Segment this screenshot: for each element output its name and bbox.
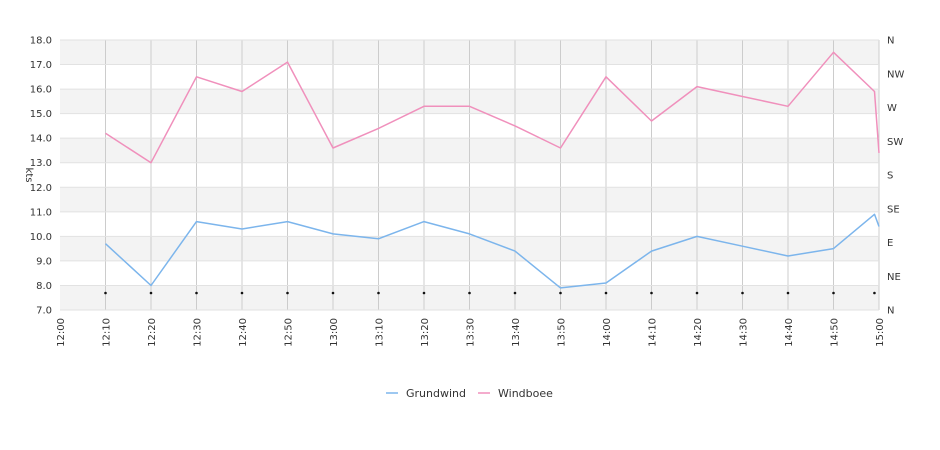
x-axis-ticks: 12:00 12:10 12:20 12:30 12:40 12:50 13:00 13:10… <box>56 318 886 347</box>
x-tick-label: 14:00 <box>602 318 613 347</box>
y-tick-label: 11.0 <box>30 207 52 218</box>
y-axis-ticks: 7.0 8.0 9.0 10.0 11.0 12.0 13.0 14.0 15.0 16.0 17.… <box>30 36 52 317</box>
x-tick-label: 14:30 <box>739 318 750 347</box>
direction-marker <box>873 291 876 295</box>
direction-marker <box>240 291 244 295</box>
direction-marker <box>786 291 790 295</box>
direction-tick-label: W <box>887 103 897 114</box>
direction-marker <box>513 291 517 295</box>
x-tick-label: 14:20 <box>693 318 704 347</box>
x-tick-label: 14:50 <box>830 318 841 347</box>
x-tick-label: 12:20 <box>147 318 158 347</box>
y-tick-label: 9.0 <box>36 256 52 267</box>
x-tick-label: 13:00 <box>329 318 340 347</box>
direction-marker <box>468 291 471 295</box>
direction-marker <box>422 291 426 295</box>
y-tick-label: 18.0 <box>30 36 52 47</box>
y-tick-label: 16.0 <box>30 85 52 96</box>
direction-tick-label: E <box>887 238 893 249</box>
direction-marker <box>695 291 699 295</box>
x-tick-label: 13:10 <box>375 318 386 347</box>
series-lines <box>104 51 880 289</box>
direction-tick-label: NW <box>887 69 904 80</box>
direction-marker <box>286 291 289 295</box>
y-axis-label: kts <box>23 168 34 183</box>
direction-marker <box>377 291 380 295</box>
y-tick-label: 14.0 <box>30 134 52 145</box>
legend: Grundwind Windboee <box>386 387 553 400</box>
x-tick-label: 13:20 <box>420 318 431 347</box>
direction-markers <box>104 291 876 295</box>
horizontal-gridlines <box>60 39 879 311</box>
direction-marker <box>650 291 653 295</box>
x-tick-label: 12:50 <box>284 318 295 347</box>
y-tick-label: 7.0 <box>36 306 52 317</box>
x-tick-label: 12:00 <box>56 318 67 347</box>
y-tick-label: 15.0 <box>30 109 52 120</box>
direction-marker <box>331 291 335 295</box>
direction-tick-label: S <box>887 171 893 182</box>
x-tick-label: 14:40 <box>784 318 795 347</box>
x-tick-label: 14:10 <box>648 318 659 347</box>
direction-tick-label: NE <box>887 272 901 283</box>
y-tick-label: 12.0 <box>30 183 52 194</box>
series-line-grundwind <box>104 213 880 289</box>
direction-marker <box>832 291 835 295</box>
direction-axis-ticks: N NE E SE S SW W NW N <box>887 36 904 317</box>
direction-marker <box>604 291 608 295</box>
x-tick-label: 13:50 <box>557 318 568 347</box>
x-tick-label: 12:40 <box>238 318 249 347</box>
direction-marker <box>559 291 562 295</box>
x-tick-label: 12:30 <box>193 318 204 347</box>
x-tick-label: 15:00 <box>875 318 886 347</box>
direction-marker <box>195 291 198 295</box>
direction-marker <box>149 291 153 295</box>
legend-label: Windboee <box>498 387 553 400</box>
direction-tick-label: N <box>887 306 894 317</box>
direction-marker <box>104 291 107 295</box>
vertical-gridlines <box>60 40 880 311</box>
direction-tick-label: N <box>887 36 894 47</box>
y-tick-label: 13.0 <box>30 158 52 169</box>
x-tick-label: 13:40 <box>511 318 522 347</box>
y-tick-label: 17.0 <box>30 60 52 71</box>
y-tick-label: 8.0 <box>36 281 52 292</box>
series-line-windboee <box>105 51 880 164</box>
y-tick-label: 10.0 <box>30 232 52 243</box>
direction-marker <box>741 291 744 295</box>
x-tick-label: 13:30 <box>466 318 477 347</box>
direction-tick-label: SE <box>887 204 900 215</box>
legend-label: Grundwind <box>406 387 466 400</box>
direction-tick-label: SW <box>887 137 903 148</box>
x-tick-label: 12:10 <box>102 318 113 347</box>
